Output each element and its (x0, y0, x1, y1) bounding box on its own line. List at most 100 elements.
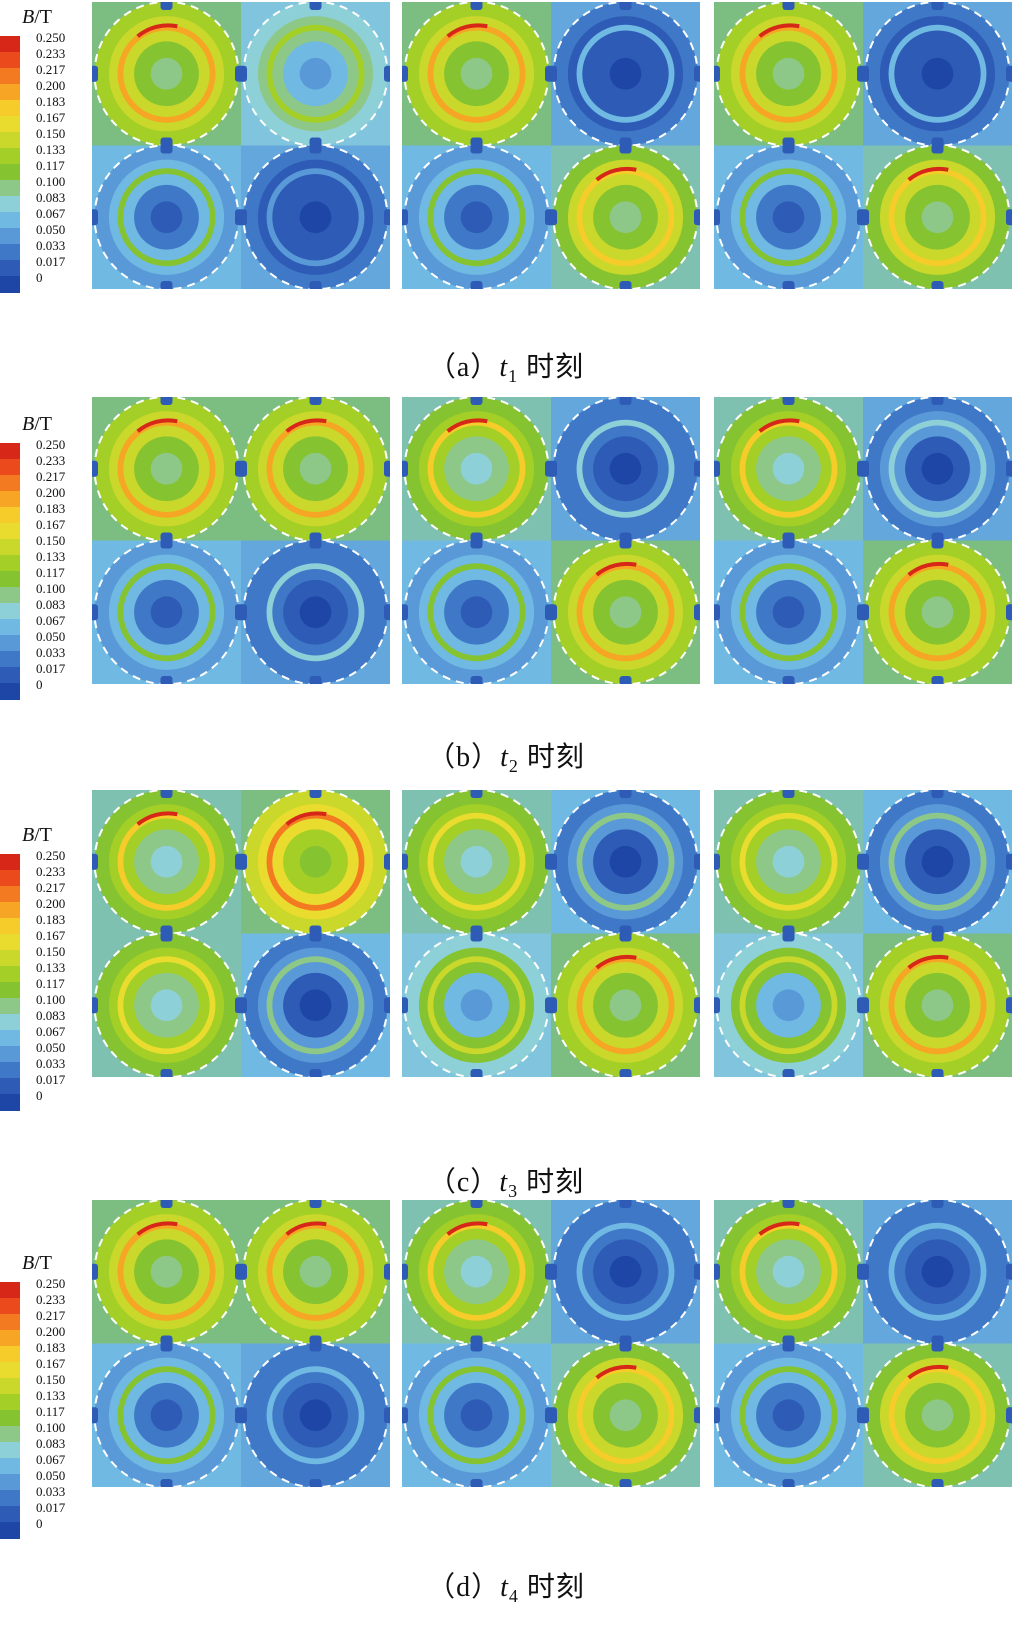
field-cell (864, 1342, 1011, 1487)
field-cell (552, 1342, 699, 1487)
field-contour (150, 57, 183, 90)
gap-minimum (782, 281, 795, 289)
subfigure-caption: （a）t1 时刻 (0, 345, 1012, 387)
gap-minimum (782, 1479, 795, 1487)
peak-contour (907, 166, 949, 182)
gap-minimum (235, 997, 247, 1014)
colorbar-swatch (0, 619, 20, 636)
gap-minimum (402, 209, 408, 226)
field-cell (552, 539, 699, 684)
field-cell (552, 1200, 699, 1345)
field-cell (715, 144, 862, 289)
field-cell (403, 790, 550, 935)
caption-time-index: 2 (508, 756, 519, 776)
caption-label: （a） (427, 352, 500, 383)
colorbar-tick-label: 0.183 (36, 94, 66, 109)
field-cell (864, 2, 1011, 147)
gap-minimum (714, 460, 720, 477)
colorbar-tick-label: 0.083 (36, 1436, 66, 1451)
field-panel (714, 2, 1012, 289)
colorbar-tick-label: 0.100 (36, 992, 66, 1007)
colorbar-tick-label: 0.233 (36, 453, 66, 468)
gap-minimum (384, 997, 390, 1014)
colorbar-tick-label: 0.050 (36, 629, 66, 644)
peak-contour (136, 23, 178, 38)
peak-contour (136, 811, 178, 826)
gap-minimum (92, 1407, 98, 1424)
colorbar-swatch (0, 934, 20, 951)
gap-minimum (235, 604, 247, 621)
gap-minimum (619, 1335, 632, 1352)
gap-minimum (92, 997, 98, 1014)
gap-minimum (309, 1069, 322, 1077)
field-contour (299, 1399, 332, 1432)
gap-minimum (1006, 1407, 1012, 1424)
colorbar-tick-label: 0 (36, 1088, 43, 1103)
field-cell (242, 1200, 389, 1345)
colorbar-tick-label: 0.217 (36, 469, 66, 484)
gap-minimum (1006, 853, 1012, 870)
field-map (92, 2, 390, 289)
field-cell (242, 144, 389, 289)
field-contour (609, 1255, 642, 1288)
gap-minimum (92, 1263, 98, 1280)
gap-minimum (92, 604, 98, 621)
gap-minimum (470, 676, 483, 684)
gap-minimum (160, 1335, 173, 1352)
gap-minimum (714, 1407, 720, 1424)
colorbar-swatch (0, 651, 20, 668)
gap-minimum (160, 532, 173, 549)
caption-time-var: t (500, 742, 509, 773)
gap-minimum (384, 1263, 390, 1280)
gap-minimum (309, 2, 322, 10)
gap-minimum (714, 997, 720, 1014)
colorbar-swatch (0, 1506, 20, 1523)
field-cell (242, 932, 389, 1077)
colorbar-swatch (0, 1094, 20, 1111)
field-cell (715, 1342, 862, 1487)
field-panel (402, 790, 700, 1077)
colorbar-tick-label: 0.083 (36, 190, 66, 205)
colorbar-tick-label: 0.033 (36, 1056, 66, 1071)
field-cell (864, 397, 1011, 542)
gap-minimum (402, 460, 408, 477)
gap-minimum (92, 209, 98, 226)
caption-suffix: 时刻 (518, 1167, 585, 1198)
gap-minimum (782, 676, 795, 684)
field-contour (921, 452, 954, 485)
gap-minimum (160, 137, 173, 154)
gap-minimum (160, 790, 173, 798)
gap-minimum (931, 1200, 944, 1208)
peak-contour (758, 418, 800, 433)
gap-minimum (160, 2, 173, 10)
caption-time-var: t (499, 352, 509, 383)
subfigure-caption: （d）t4 时刻 (0, 1565, 1012, 1607)
field-contour (460, 596, 493, 629)
colorbar-swatch (0, 982, 20, 999)
field-contour (609, 845, 642, 878)
colorbar-swatch (0, 1346, 20, 1363)
colorbar-tick-label: 0.183 (36, 912, 66, 927)
colorbar-swatch (0, 1298, 20, 1315)
colorbar-tick-label: 0 (36, 1516, 43, 1531)
gap-minimum (384, 604, 390, 621)
field-cell (864, 790, 1011, 935)
colorbar-swatch (0, 1014, 20, 1031)
colorbar-tick-label: 0.017 (36, 254, 66, 269)
colorbar-tick-label: 0.200 (36, 78, 66, 93)
gap-minimum (309, 137, 322, 154)
caption-label: （b） (427, 742, 501, 773)
field-cell (403, 932, 550, 1077)
caption-label: （c） (427, 1167, 500, 1198)
field-contour (150, 596, 183, 629)
gap-minimum (309, 1200, 322, 1208)
gap-minimum (545, 604, 557, 621)
gap-minimum (931, 1479, 944, 1487)
gap-minimum (694, 65, 700, 82)
field-panel (92, 2, 390, 289)
gap-minimum (402, 604, 408, 621)
field-contour (150, 1399, 183, 1432)
peak-contour (595, 954, 637, 970)
caption-suffix: 时刻 (518, 1572, 585, 1603)
gap-minimum (402, 65, 408, 82)
